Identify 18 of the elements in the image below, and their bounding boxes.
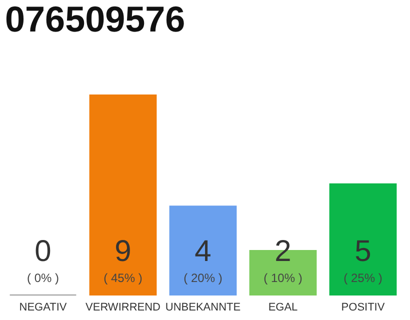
- bar: [169, 206, 237, 296]
- bar: [89, 94, 157, 296]
- data-label: 5: [354, 235, 372, 268]
- annotation: ( 10% ): [264, 271, 302, 285]
- x-tick-label: EGAL: [268, 302, 298, 314]
- x-tick-label: NEGATIV: [19, 302, 68, 314]
- annotation: ( 0% ): [26, 271, 60, 285]
- data-label: 0: [34, 235, 52, 268]
- x-tick-label: POSITIV: [341, 302, 386, 314]
- annotation: ( 20% ): [184, 271, 222, 285]
- annotation: ( 45% ): [104, 271, 142, 285]
- annotation: ( 25% ): [344, 271, 382, 285]
- data-label: 9: [114, 235, 132, 268]
- chart-title: 076509576: [5, 0, 186, 40]
- bar: [329, 183, 397, 296]
- data-label: 4: [194, 235, 212, 268]
- x-tick-label: VERWIRREND: [86, 302, 161, 314]
- x-tick-label: UNBEKANNTE: [165, 302, 241, 314]
